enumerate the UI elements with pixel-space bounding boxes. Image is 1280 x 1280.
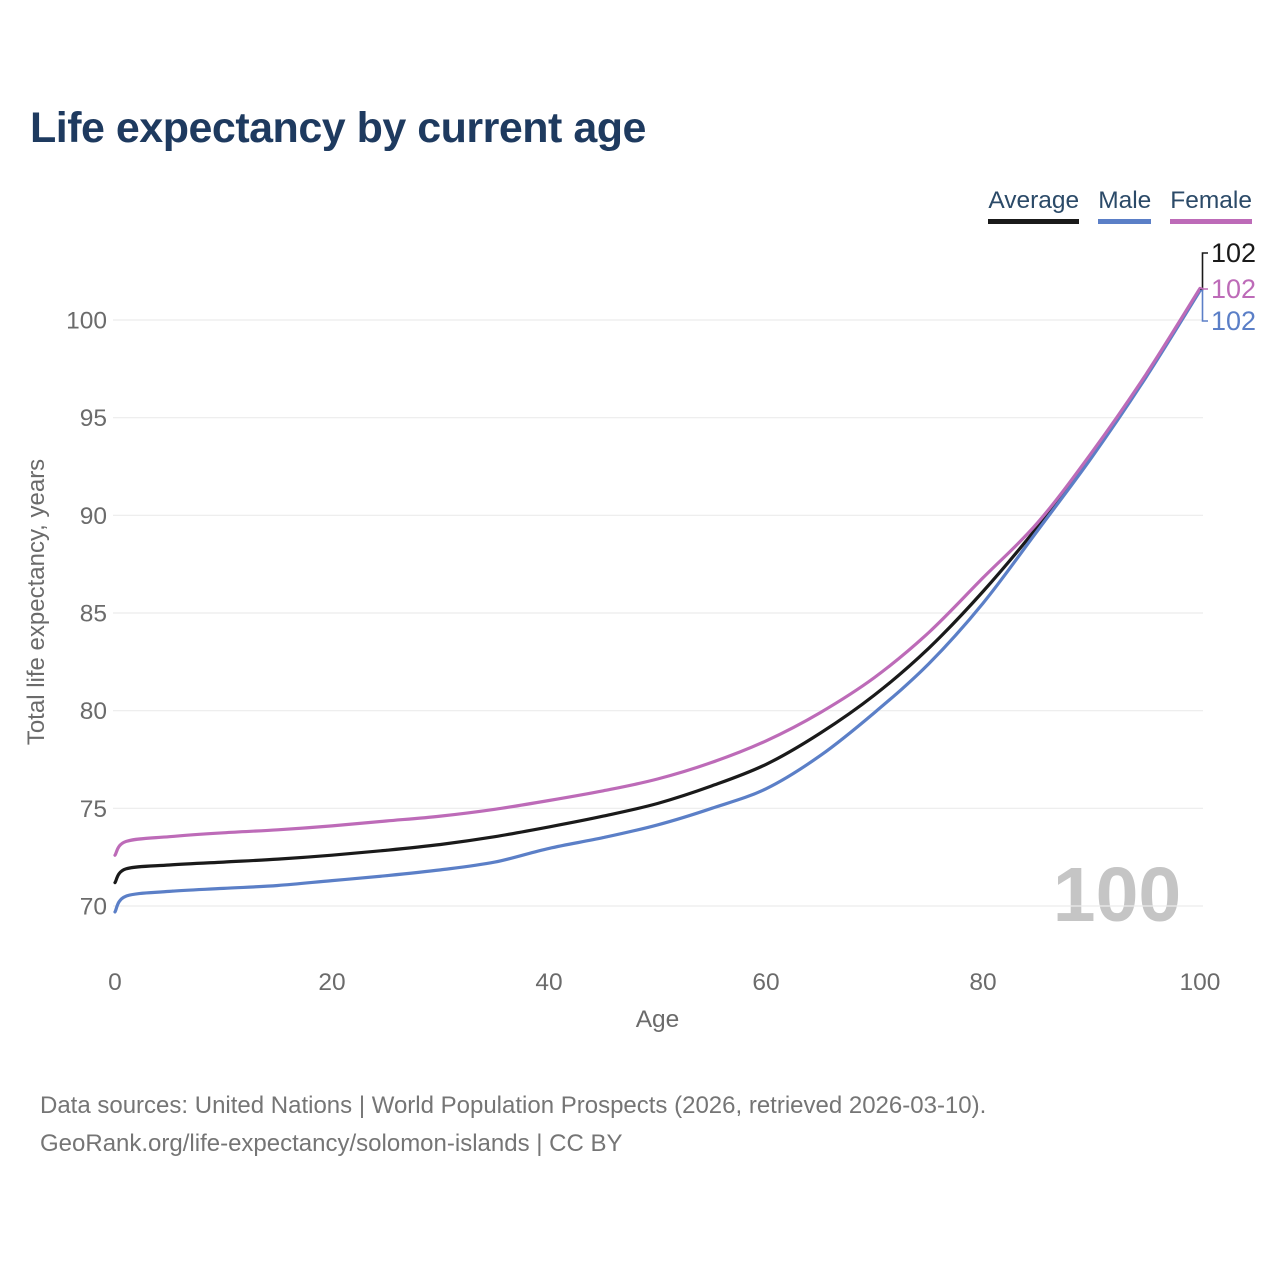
end-label-connector-male (1200, 289, 1208, 322)
watermark-label: 100 (1053, 852, 1181, 938)
series-line-average (113, 288, 1202, 885)
y-tick-label-95: 95 (80, 405, 107, 432)
chart-legend: Average Male Female (988, 187, 1252, 224)
footer-source-line: Data sources: United Nations | World Pop… (40, 1092, 987, 1119)
end-label-connector-average (1200, 252, 1208, 291)
chart-footer: Data sources: United Nations | World Pop… (40, 1087, 986, 1162)
y-tick-label-90: 90 (80, 503, 107, 530)
y-tick-label-85: 85 (80, 601, 107, 628)
legend-item-male[interactable]: Male (1098, 187, 1152, 224)
y-tick-label-80: 80 (80, 698, 107, 725)
legend-label: Male (1098, 187, 1152, 214)
end-label-connector-female (1200, 287, 1208, 290)
footer-url-line: GeoRank.org/life-expectancy/solomon-isla… (40, 1129, 623, 1157)
end-value-label-average: 102 (1211, 238, 1256, 268)
legend-item-female[interactable]: Female (1170, 187, 1252, 224)
x-tick-label-80: 80 (969, 969, 996, 996)
page-title: Life expectancy by current age (30, 104, 646, 152)
y-axis-title: Total life expectancy, years (23, 459, 50, 745)
series-line-female (113, 286, 1202, 857)
x-axis-title: Age (636, 1006, 680, 1033)
x-tick-label-20: 20 (318, 969, 345, 996)
x-tick-label-0: 0 (108, 969, 122, 996)
y-tick-label-100: 100 (66, 308, 107, 335)
legend-label: Female (1170, 187, 1252, 214)
series-line-male (113, 289, 1202, 914)
end-value-label-female: 102 (1211, 274, 1256, 304)
y-tick-label-75: 75 (80, 796, 107, 823)
legend-label: Average (988, 187, 1080, 214)
end-value-label-male: 102 (1211, 306, 1256, 336)
x-tick-label-40: 40 (535, 969, 562, 996)
x-tick-label-60: 60 (752, 969, 779, 996)
y-tick-label-70: 70 (80, 894, 107, 921)
x-tick-label-100: 100 (1180, 969, 1221, 996)
legend-item-average[interactable]: Average (988, 187, 1080, 224)
